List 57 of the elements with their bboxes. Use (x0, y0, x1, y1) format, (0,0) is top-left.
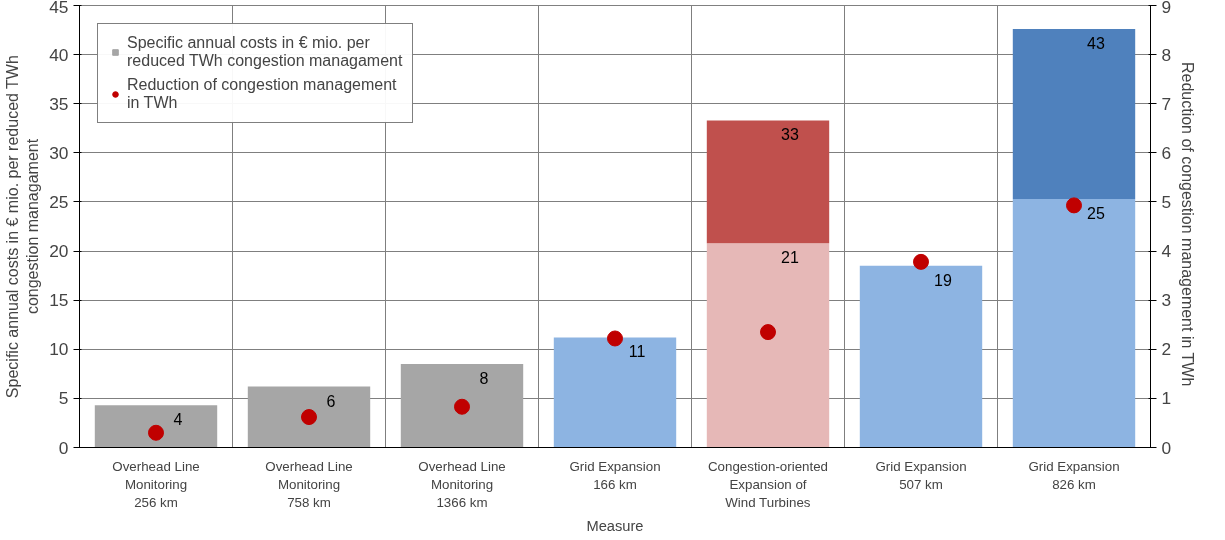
bar (859, 265, 983, 448)
x-axis-title: Measure (586, 517, 644, 534)
point (454, 398, 470, 415)
point (301, 409, 317, 426)
x-tick-label: Overhead Line Monitoring 758 km (265, 458, 353, 510)
data-label: 4 (173, 411, 183, 429)
y2-tick-label: 9 (1161, 0, 1172, 17)
y-tick-label: 25 (49, 191, 69, 212)
point (760, 324, 776, 341)
data-label: 21 (781, 249, 799, 267)
bar (706, 243, 830, 448)
point (1066, 197, 1082, 214)
y-tick-label: 35 (49, 93, 69, 114)
data-label: 19 (934, 271, 952, 289)
y-tick-label: 30 (49, 142, 69, 163)
bar (553, 337, 677, 448)
y-tick-label: 20 (49, 241, 69, 262)
x-tick-label: Grid Expansion 826 km (1028, 458, 1120, 492)
y-tick-label: 5 (58, 388, 69, 409)
data-label: 8 (479, 370, 489, 388)
y2-axis-title: Reduction of congestion management in TWh (1179, 61, 1197, 387)
y2-tick-label: 7 (1161, 93, 1172, 114)
y-tick-label: 15 (49, 290, 69, 311)
y2-tick-label: 6 (1161, 142, 1172, 163)
data-label: 11 (628, 343, 646, 361)
bar (1012, 199, 1136, 448)
data-label: 6 (326, 392, 336, 410)
point (148, 424, 164, 441)
y2-tick-label: 4 (1161, 241, 1172, 262)
y-tick-label: 40 (49, 44, 69, 65)
y-axis-title: Specific annual costs in € mio. per reduced TWh congestion managament (3, 55, 42, 399)
total-label: 33 (781, 126, 799, 144)
bar (94, 405, 218, 448)
x-tick-label: Overhead Line Monitoring 256 km (112, 458, 200, 510)
bar (706, 120, 830, 244)
y-tick-label: 45 (49, 0, 69, 17)
x-tick-label: Overhead Line Monitoring 1366 km (418, 458, 506, 510)
y2-tick-label: 3 (1161, 290, 1172, 311)
y2-tick-label: 1 (1161, 388, 1172, 409)
y2-tick-label: 8 (1161, 44, 1172, 65)
y-tick-label: 0 (58, 437, 69, 458)
legend-label: Specific annual costs in € mio. per reduced TWh congestion managament (127, 34, 403, 70)
data-label: 25 (1087, 205, 1105, 222)
bar (1012, 29, 1136, 199)
x-tick-label: Grid Expansion 507 km (875, 458, 967, 492)
x-tick-label: Grid Expansion 166 km (569, 458, 661, 492)
point (913, 253, 929, 270)
y2-tick-label: 0 (1161, 437, 1172, 458)
y2-tick-label: 5 (1161, 191, 1172, 212)
y2-tick-label: 2 (1161, 339, 1172, 360)
point (607, 330, 623, 347)
legend-label: Reduction of congestion management in TWh (127, 76, 397, 112)
y-tick-label: 10 (49, 339, 69, 360)
bar (247, 386, 371, 448)
total-label: 43 (1087, 35, 1105, 53)
x-tick-label: Congestion-oriented Expansion of Wind Turbines (707, 458, 829, 510)
bar (400, 364, 524, 448)
